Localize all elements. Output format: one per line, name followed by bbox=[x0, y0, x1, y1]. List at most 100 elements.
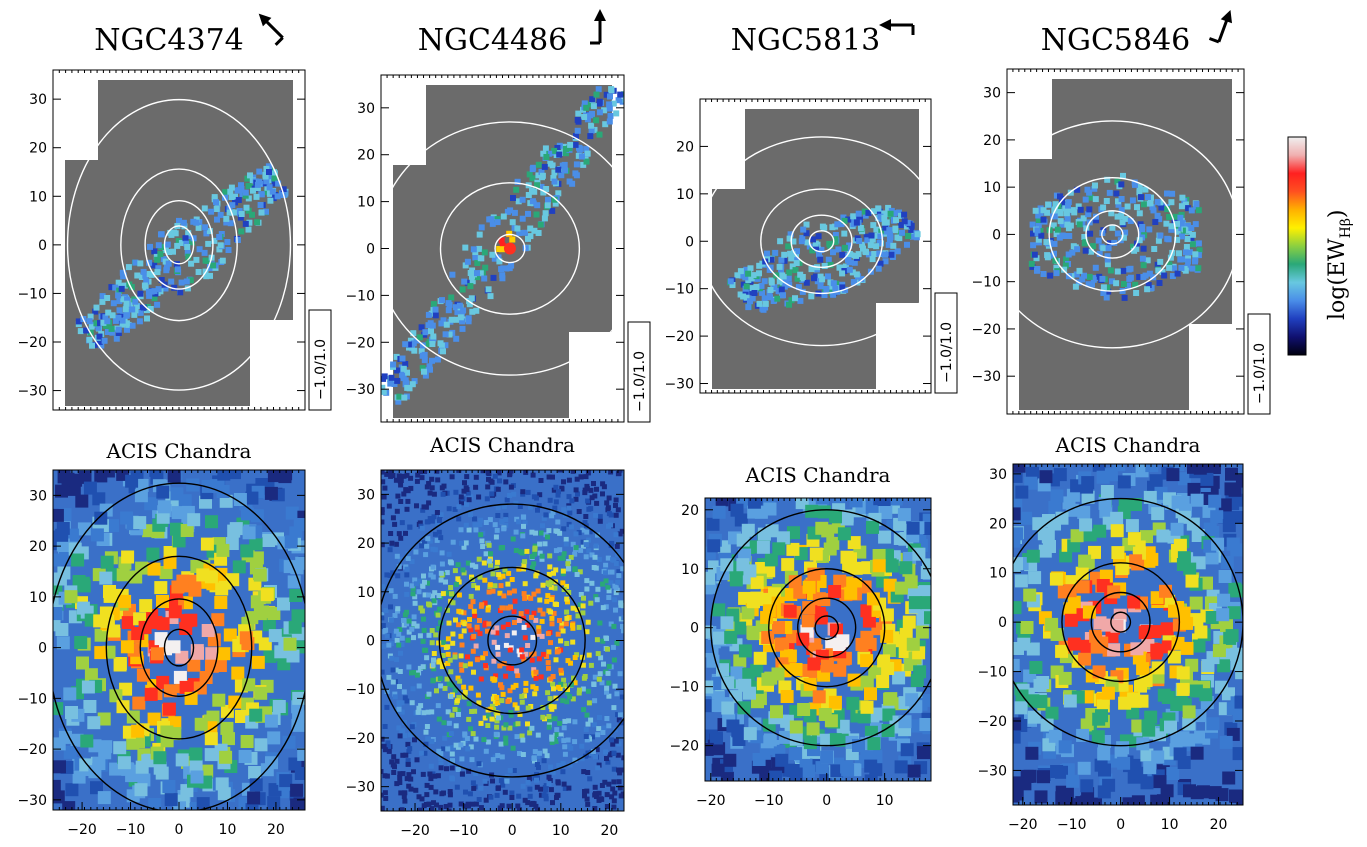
emission-pixel bbox=[105, 309, 112, 316]
compass-arrow-icon bbox=[1208, 9, 1233, 44]
xray-cell bbox=[606, 588, 612, 594]
xray-cell bbox=[476, 761, 482, 767]
emission-pixel bbox=[793, 260, 800, 267]
xray-cell bbox=[595, 532, 600, 538]
emission-pixel bbox=[522, 229, 528, 236]
emission-pixel bbox=[381, 388, 387, 395]
xray-cell bbox=[613, 532, 619, 538]
xray-cell bbox=[170, 522, 183, 536]
xray-cell bbox=[566, 494, 572, 500]
xray-cell bbox=[589, 580, 595, 586]
emission-pixel bbox=[1140, 262, 1147, 269]
xray-cell bbox=[120, 640, 134, 654]
emission-pixel bbox=[1053, 270, 1060, 277]
xray-cell bbox=[409, 700, 415, 706]
emission-pixel bbox=[583, 146, 590, 153]
xray-cell bbox=[1140, 748, 1154, 762]
xray-cell bbox=[1067, 595, 1081, 609]
xray-cell bbox=[467, 661, 473, 667]
emission-pixel bbox=[830, 249, 836, 256]
xray-cell bbox=[113, 658, 127, 672]
xray-cell bbox=[525, 705, 531, 711]
emission-pixel bbox=[87, 313, 94, 320]
xray-cell bbox=[421, 573, 426, 579]
emission-pixel bbox=[1145, 194, 1151, 200]
xray-cell bbox=[423, 802, 429, 807]
xray-cell bbox=[387, 572, 393, 578]
xray-cell bbox=[420, 583, 426, 589]
xray-cell bbox=[242, 526, 256, 540]
xray-cell bbox=[597, 518, 603, 524]
y-tick-label: 30 bbox=[983, 86, 1001, 102]
xray-cell bbox=[606, 781, 612, 787]
isophote-contour bbox=[439, 182, 581, 315]
xray-cell bbox=[585, 770, 591, 775]
xray-cell bbox=[588, 717, 594, 723]
xray-cell bbox=[466, 623, 472, 629]
xray-cell bbox=[516, 648, 522, 654]
emission-pixel bbox=[1183, 244, 1190, 250]
emission-pixel bbox=[223, 215, 230, 222]
emission-pixel bbox=[1146, 226, 1153, 233]
xray-cell bbox=[425, 536, 431, 542]
xray-cell bbox=[153, 761, 167, 775]
xray-cell bbox=[431, 598, 437, 604]
y-tick-label: 20 bbox=[676, 139, 694, 155]
xray-cell bbox=[456, 608, 462, 614]
xray-cell bbox=[746, 625, 760, 639]
emission-pixel bbox=[269, 188, 276, 195]
xray-cell bbox=[553, 695, 559, 701]
emission-pixel bbox=[271, 170, 278, 177]
emission-pixel bbox=[776, 263, 783, 270]
emission-pixel bbox=[219, 257, 226, 264]
xray-cell bbox=[545, 690, 551, 696]
xray-cell bbox=[558, 670, 564, 676]
xray-cell bbox=[568, 660, 573, 666]
emission-pixel bbox=[1047, 272, 1054, 279]
emission-pixel bbox=[1139, 228, 1146, 235]
xray-cell bbox=[781, 558, 795, 572]
emission-pixel bbox=[543, 154, 550, 160]
xray-cell bbox=[424, 724, 430, 729]
xray-cell bbox=[828, 695, 842, 709]
xray-cell bbox=[485, 739, 491, 745]
y-tick-label: −20 bbox=[17, 742, 47, 758]
emission-pixel bbox=[119, 321, 126, 328]
xray-cell bbox=[495, 700, 501, 706]
emission-pixel bbox=[761, 295, 768, 302]
xray-cell bbox=[546, 649, 552, 655]
xray-cell bbox=[789, 732, 803, 746]
xray-cell bbox=[582, 793, 587, 799]
xray-cell bbox=[450, 539, 456, 545]
emission-pixel bbox=[901, 211, 908, 218]
emission-pixel bbox=[1035, 217, 1042, 224]
y-tick-label: −30 bbox=[345, 780, 375, 796]
xray-cell bbox=[520, 752, 526, 757]
emission-pixel bbox=[823, 286, 830, 292]
xray-cell bbox=[449, 591, 454, 597]
xray-cell bbox=[414, 478, 420, 484]
xray-cell bbox=[394, 508, 400, 514]
xray-cell bbox=[1013, 498, 1023, 512]
emission-pixel bbox=[402, 361, 409, 367]
emission-pixel bbox=[1155, 237, 1162, 244]
emission-pixel bbox=[856, 238, 863, 244]
emission-pixel bbox=[1177, 214, 1184, 221]
emission-pixel bbox=[396, 393, 403, 400]
emission-pixel bbox=[759, 305, 766, 312]
xray-cell bbox=[499, 519, 505, 525]
xray-cell bbox=[180, 524, 194, 537]
xray-cell bbox=[456, 579, 462, 585]
xray-cell bbox=[398, 790, 404, 796]
emission-pixel bbox=[459, 318, 466, 325]
emission-pixel bbox=[1174, 236, 1181, 243]
emission-pixel bbox=[395, 398, 402, 405]
isophote-contour bbox=[790, 214, 853, 269]
xray-cell bbox=[860, 630, 874, 644]
xray-cell bbox=[531, 591, 537, 597]
xray-cell bbox=[448, 585, 454, 590]
xray-cell bbox=[436, 716, 442, 722]
xray-cell bbox=[593, 565, 599, 571]
xray-cell bbox=[523, 680, 529, 686]
